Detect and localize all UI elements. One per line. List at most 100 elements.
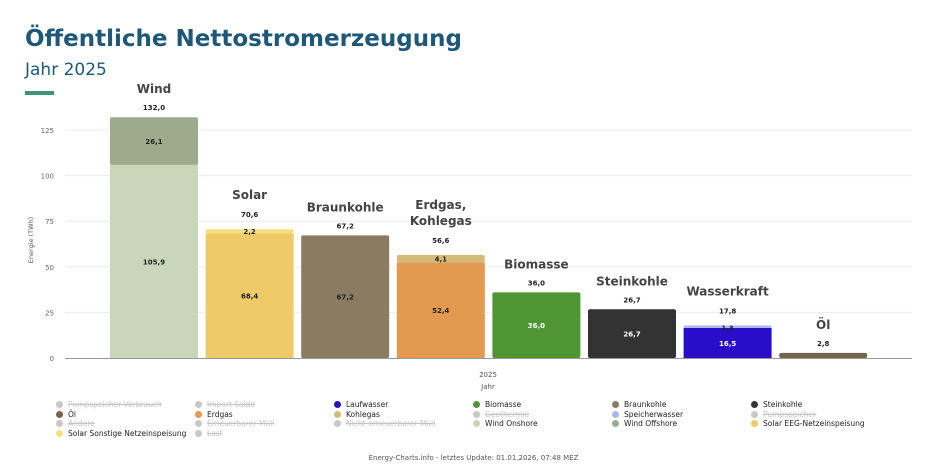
- segment-label: 2,2: [243, 228, 256, 236]
- bar-segment: [492, 292, 581, 358]
- legend: Pumpspeicher Verbrauch Import Saldo Laufwa…: [56, 400, 916, 438]
- legend-dot-icon: [56, 420, 63, 428]
- y-tick-label: 125: [41, 127, 54, 135]
- bar-segment: [683, 325, 772, 328]
- legend-item[interactable]: Pumpspeicher Verbrauch: [56, 400, 195, 410]
- bar-segment: [205, 229, 294, 234]
- category-label: Wind: [137, 82, 171, 96]
- segment-label: 4,1: [435, 256, 448, 264]
- y-tick-label: 75: [45, 218, 54, 226]
- legend-dot-icon: [195, 401, 202, 409]
- x-axis-label: Jahr: [480, 383, 495, 391]
- legend-item[interactable]: Steinkohle: [751, 400, 890, 410]
- legend-label: Erneuerbarer Müll: [207, 419, 275, 429]
- segment-label: 68,4: [241, 293, 258, 301]
- bar-segment: [110, 117, 198, 165]
- legend-label: Laufwasser: [346, 400, 389, 410]
- bar-chart: 0 25 50 75 100 125 Energie (TWh) 2025 Jahr 105,9 2…: [27, 82, 912, 391]
- legend-dot-icon: [473, 420, 480, 428]
- total-label: 36,0: [528, 279, 545, 287]
- legend-item[interactable]: Import Saldo: [195, 400, 334, 410]
- total-label: 17,8: [719, 308, 736, 316]
- legend-item[interactable]: Öl: [56, 410, 195, 420]
- bar-segment: [396, 254, 485, 263]
- legend-label: Last: [207, 428, 223, 438]
- legend-dot-icon: [334, 401, 341, 409]
- legend-dot-icon: [751, 401, 758, 409]
- total-label: 2,8: [817, 340, 830, 348]
- legend-item[interactable]: Kohlegas: [334, 410, 473, 420]
- legend-dot-icon: [751, 420, 758, 428]
- total-label: 67,2: [337, 222, 354, 230]
- x-tick-label: 2025: [479, 371, 497, 379]
- legend-label: Biomasse: [485, 400, 522, 410]
- category-label: Biomasse: [504, 257, 569, 271]
- legend-dot-icon: [751, 410, 758, 418]
- legend-label: Wind Onshore: [485, 419, 538, 429]
- legend-label: Andere: [68, 419, 95, 429]
- category-label: Wasserkraft: [686, 285, 768, 299]
- legend-item[interactable]: Laufwasser: [334, 400, 473, 410]
- bar-segment: [301, 235, 390, 358]
- bar-segment: [205, 233, 294, 358]
- legend-item[interactable]: Geothermie: [473, 410, 612, 420]
- y-tick-label: 25: [45, 309, 54, 317]
- page-subtitle: Jahr 2025: [25, 60, 107, 80]
- footer-credit: Energy-Charts.info - letztes Update: 01.…: [368, 454, 579, 462]
- bar-segment: [396, 262, 485, 358]
- total-label: 56,6: [432, 237, 449, 245]
- legend-item[interactable]: Andere: [56, 419, 195, 429]
- legend-label: Wind Offshore: [624, 419, 678, 429]
- legend-item[interactable]: Pumpspeicher: [751, 410, 890, 420]
- legend-dot-icon: [612, 401, 619, 409]
- legend-dot-icon: [195, 420, 202, 428]
- segment-label: 16,5: [719, 340, 736, 348]
- total-label: 70,6: [241, 211, 258, 219]
- legend-item[interactable]: Solar EEG-Netzeinspeisung: [751, 419, 890, 429]
- segment-label: 26,1: [145, 138, 162, 146]
- legend-dot-icon: [56, 429, 63, 437]
- legend-label: Pumpspeicher Verbrauch: [68, 400, 162, 410]
- legend-item[interactable]: Speicherwasser: [612, 410, 751, 420]
- bar-segment: [110, 164, 198, 358]
- y-tick-label: 50: [45, 264, 54, 272]
- legend-item[interactable]: Braunkohle: [612, 400, 751, 410]
- segment-label: 52,4: [432, 307, 449, 315]
- legend-label: Speicherwasser: [624, 409, 684, 419]
- legend-dot-icon: [473, 401, 480, 409]
- page-title: Öffentliche Nettostromerzeugung: [25, 26, 462, 52]
- legend-label: Pumpspeicher: [763, 409, 817, 419]
- y-tick-label: 0: [50, 355, 54, 363]
- legend-dot-icon: [195, 429, 202, 437]
- legend-label: Nicht-erneuerbarer Müll: [346, 419, 436, 429]
- legend-item[interactable]: Erneuerbarer Müll: [195, 419, 334, 429]
- legend-dot-icon: [612, 410, 619, 418]
- legend-label: Steinkohle: [763, 400, 803, 410]
- bar-segment: [683, 327, 772, 358]
- legend-item[interactable]: Wind Offshore: [612, 419, 751, 429]
- segment-label: 1,3: [721, 325, 734, 333]
- legend-label: Öl: [68, 409, 76, 419]
- legend-item[interactable]: Biomasse: [473, 400, 612, 410]
- category-label: Solar: [232, 188, 267, 202]
- legend-dot-icon: [612, 420, 619, 428]
- legend-item[interactable]: Wind Onshore: [473, 419, 612, 429]
- legend-item[interactable]: Last: [195, 429, 334, 439]
- legend-label: Geothermie: [485, 409, 530, 419]
- segment-label: 26,7: [623, 331, 640, 339]
- category-label: Erdgas,: [415, 198, 466, 212]
- legend-label: Solar EEG-Netzeinspeisung: [763, 419, 865, 429]
- legend-dot-icon: [334, 420, 341, 428]
- legend-label: Erdgas: [207, 409, 233, 419]
- legend-item[interactable]: Erdgas: [195, 410, 334, 420]
- total-label: 132,0: [143, 104, 165, 112]
- legend-label: Import Saldo: [207, 400, 256, 410]
- category-label: Braunkohle: [307, 200, 384, 214]
- category-label: Öl: [816, 317, 830, 332]
- legend-item[interactable]: Nicht-erneuerbarer Müll: [334, 419, 473, 429]
- legend-dot-icon: [56, 410, 63, 418]
- legend-item[interactable]: Solar Sonstige Netzeinspeisung: [56, 429, 195, 439]
- legend-dot-icon: [56, 401, 63, 409]
- legend-label: Solar Sonstige Netzeinspeisung: [68, 428, 187, 438]
- legend-dot-icon: [195, 410, 202, 418]
